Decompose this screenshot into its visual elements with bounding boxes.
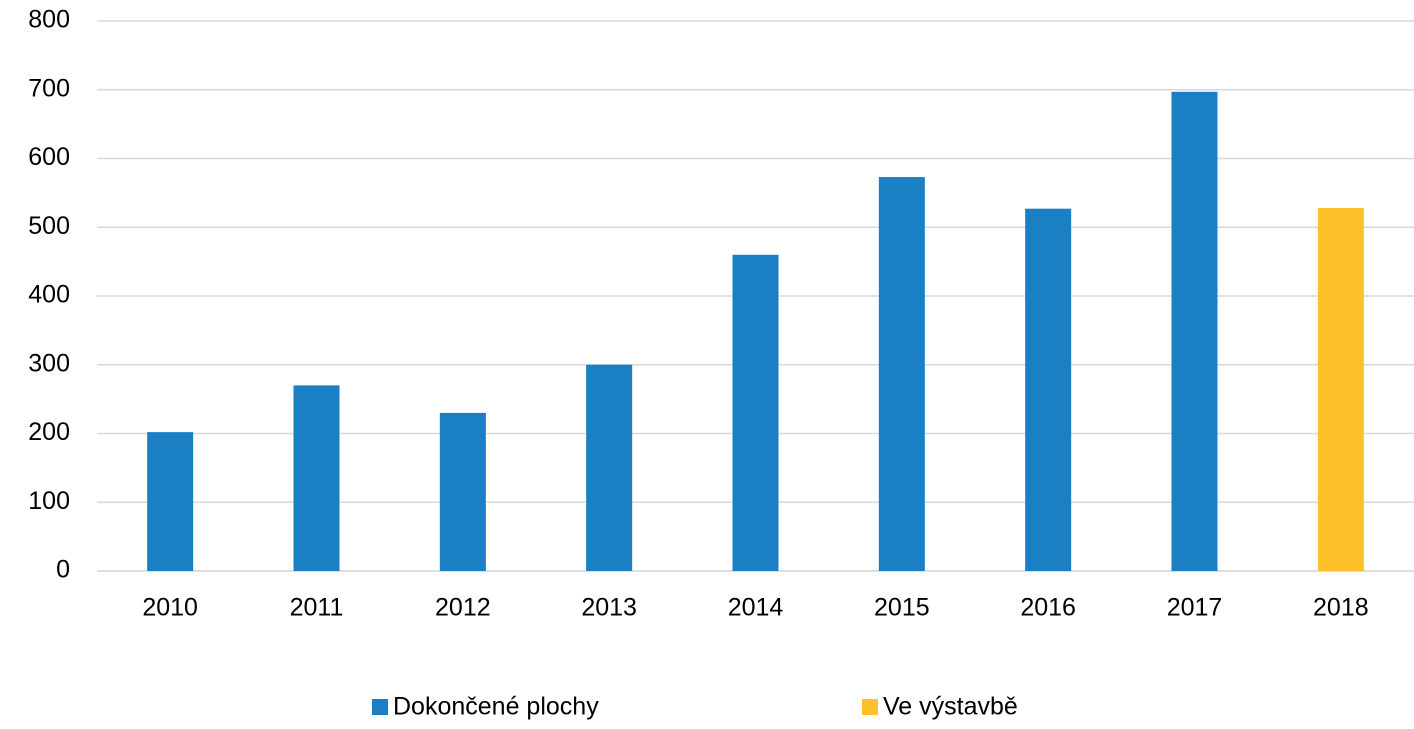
y-tick-label: 500 — [28, 212, 70, 240]
x-tick-label: 2015 — [874, 594, 930, 622]
bar — [293, 385, 340, 571]
y-tick-label: 100 — [28, 487, 70, 515]
bar — [147, 432, 194, 571]
bar — [732, 254, 779, 571]
x-tick-label: 2012 — [435, 594, 491, 622]
y-tick-label: 700 — [28, 74, 70, 102]
legend-label: Ve výstavbě — [883, 693, 1018, 721]
y-tick-label: 600 — [28, 143, 70, 171]
x-tick-label: 2018 — [1313, 594, 1369, 622]
x-tick-label: 2016 — [1020, 594, 1076, 622]
bar — [878, 177, 925, 571]
x-tick-label: 2011 — [290, 594, 344, 622]
bar — [439, 412, 486, 571]
x-tick-label: 2013 — [581, 594, 637, 622]
x-tick-label: 2014 — [728, 594, 784, 622]
bar — [586, 364, 633, 571]
y-tick-label: 0 — [56, 556, 70, 584]
y-tick-label: 400 — [28, 281, 70, 309]
bar — [1025, 208, 1072, 571]
bar — [1317, 208, 1364, 571]
legend-swatch — [862, 699, 878, 715]
y-tick-label: 300 — [28, 349, 70, 377]
y-tick-label: 800 — [28, 6, 70, 34]
legend-swatch — [372, 699, 388, 715]
legend-label: Dokončené plochy — [393, 693, 599, 721]
x-tick-label: 2010 — [142, 594, 198, 622]
bar — [1171, 91, 1218, 571]
y-tick-label: 200 — [28, 418, 70, 446]
x-tick-label: 2017 — [1167, 594, 1223, 622]
